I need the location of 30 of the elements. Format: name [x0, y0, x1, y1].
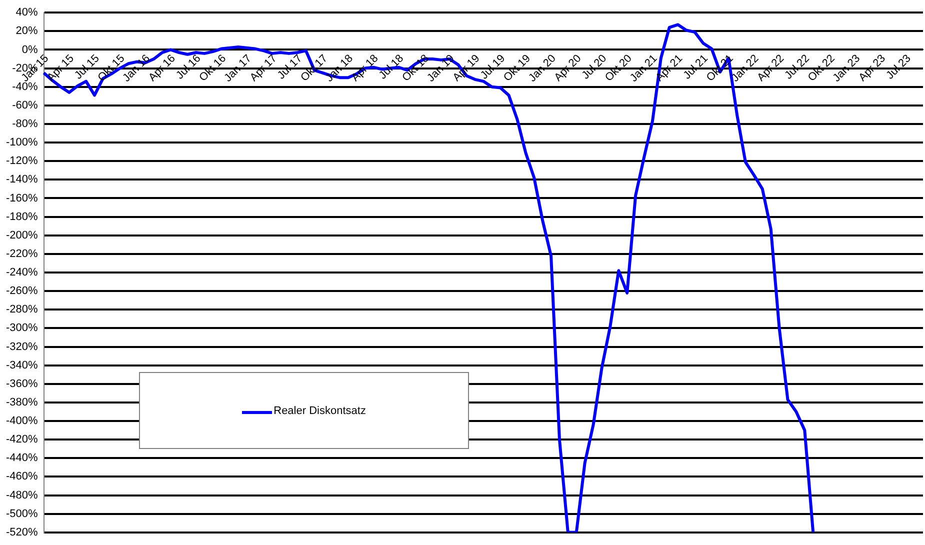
y-tick-label: 40%	[16, 6, 38, 19]
y-tick-label: -220%	[6, 248, 38, 260]
y-tick-label: -140%	[6, 174, 38, 186]
y-tick-label: 0%	[22, 44, 38, 56]
y-tick-label: -280%	[6, 304, 38, 316]
y-tick-label: -100%	[6, 136, 38, 149]
y-tick-label: -420%	[6, 434, 38, 446]
y-tick-label: -320%	[6, 340, 38, 353]
y-tick-label: -260%	[6, 285, 38, 298]
y-tick-label: -500%	[6, 508, 38, 520]
y-tick-label: -40%	[12, 80, 38, 93]
y-tick-label: 20%	[16, 25, 38, 38]
y-tick-label: -160%	[6, 192, 38, 204]
y-tick-label: -60%	[12, 99, 38, 112]
y-tick-label: -460%	[6, 470, 38, 483]
y-tick-label: -440%	[6, 452, 38, 464]
legend: Realer Diskontsatz	[138, 372, 469, 450]
y-tick-label: -180%	[6, 210, 38, 223]
y-tick-label: -240%	[6, 266, 38, 279]
y-tick-label: -340%	[6, 359, 38, 372]
y-tick-label: -520%	[6, 526, 38, 538]
y-tick-label: -380%	[6, 396, 38, 408]
y-tick-label: -80%	[12, 118, 38, 130]
y-tick-label: -400%	[6, 415, 38, 428]
y-tick-label: -300%	[6, 322, 38, 334]
legend-label: Realer Diskontsatz	[274, 404, 366, 417]
y-tick-label: -120%	[6, 155, 38, 168]
y-tick-label: -480%	[6, 489, 38, 502]
y-tick-label: -200%	[6, 229, 38, 242]
y-tick-label: -360%	[6, 378, 38, 390]
